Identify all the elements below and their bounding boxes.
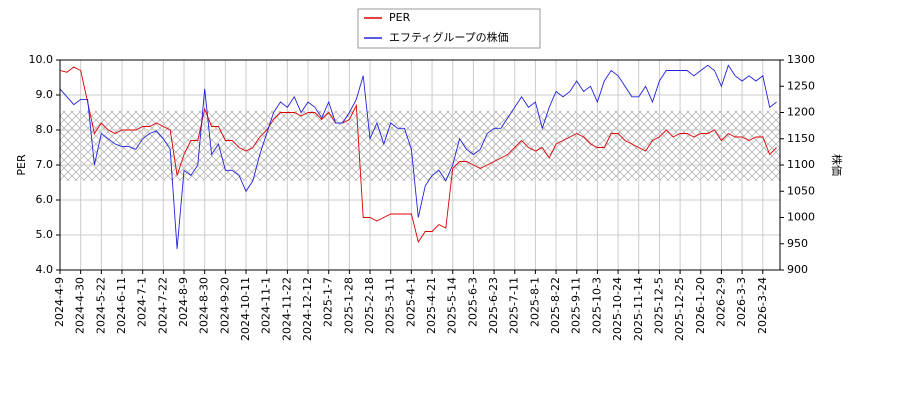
x-tick-label: 2025-3-11 xyxy=(384,277,397,334)
x-tick-label: 2025-1-28 xyxy=(342,277,355,334)
x-tick-label: 2025-6-23 xyxy=(487,277,500,334)
x-tick-label: 2024-6-11 xyxy=(115,277,128,334)
y-tick-label: 6.0 xyxy=(36,193,54,206)
y-tick-label: 8.0 xyxy=(36,123,54,136)
x-tick-label: 2025-10-24 xyxy=(611,277,624,341)
y2-axis-label: 株価 xyxy=(830,154,844,176)
x-tick-label: 2024-11-22 xyxy=(280,277,293,341)
x-tick-label: 2025-9-11 xyxy=(570,277,583,334)
x-tick-label: 2025-10-3 xyxy=(590,277,603,334)
x-tick-label: 2026-2-9 xyxy=(714,277,727,327)
y-tick-label: 5.0 xyxy=(36,228,54,241)
shaded-range xyxy=(60,110,780,181)
x-tick-label: 2024-10-11 xyxy=(239,277,252,341)
y-tick-label: 9.0 xyxy=(36,88,54,101)
x-tick-label: 2024-4-9 xyxy=(53,277,66,327)
data-line xyxy=(59,66,777,244)
y2-tick-label: 1200 xyxy=(787,106,815,119)
y2-tick-label: 900 xyxy=(787,263,808,276)
plot-frame xyxy=(59,59,781,271)
x-tick-label: 2024-11-1 xyxy=(260,277,273,334)
data-line xyxy=(59,64,777,250)
x-tick-label: 2024-8-30 xyxy=(198,277,211,334)
x-tick-label: 2025-6-3 xyxy=(466,277,479,327)
y2-tick-label: 1150 xyxy=(787,132,815,145)
x-tick-label: 2024-7-1 xyxy=(136,277,149,327)
x-tick-label: 2025-7-11 xyxy=(508,277,521,334)
x-tick-label: 2024-8-9 xyxy=(177,277,190,327)
x-tick-label: 2026-3-3 xyxy=(735,277,748,327)
x-tick-label: 2024-12-12 xyxy=(301,277,314,341)
y2-tick-label: 1300 xyxy=(787,53,815,66)
x-tick-label: 2024-9-20 xyxy=(218,277,231,334)
y-tick-label: 7.0 xyxy=(36,158,54,171)
x-tick-label: 2024-7-22 xyxy=(156,277,169,334)
y2-tick-label: 1050 xyxy=(787,184,815,197)
x-tick-label: 2025-11-14 xyxy=(632,277,645,341)
x-tick-label: 2025-2-18 xyxy=(363,277,376,334)
x-tick-label: 2026-1-20 xyxy=(694,277,707,334)
x-tick-label: 2025-5-14 xyxy=(446,277,459,334)
y2-tick-label: 1000 xyxy=(787,211,815,224)
x-tick-label: 2025-8-1 xyxy=(528,277,541,327)
x-tick-label: 2026-3-24 xyxy=(756,277,769,334)
legend-label: エフティグループの株価 xyxy=(389,30,509,44)
x-tick-label: 2025-4-21 xyxy=(425,277,438,334)
x-tick-label: 2025-8-22 xyxy=(549,277,562,334)
y-axis-label: PER xyxy=(15,154,28,176)
x-tick-label: 2024-4-30 xyxy=(74,277,87,334)
x-tick-label: 2024-5-22 xyxy=(94,277,107,334)
x-tick-label: 2025-12-5 xyxy=(652,277,665,334)
x-tick-label: 2025-4-1 xyxy=(404,277,417,327)
legend-label: PER xyxy=(389,11,411,24)
y-tick-label: 4.0 xyxy=(36,263,54,276)
y2-tick-label: 1100 xyxy=(787,158,815,171)
y2-tick-label: 950 xyxy=(787,237,808,250)
x-tick-label: 2025-12-25 xyxy=(673,277,686,341)
legend-box xyxy=(357,8,541,49)
y-tick-label: 10.0 xyxy=(29,53,54,66)
x-tick-label: 2025-1-7 xyxy=(322,277,335,327)
legend: PER エフティグループの株価 xyxy=(357,8,541,49)
y2-tick-label: 1250 xyxy=(787,79,815,92)
